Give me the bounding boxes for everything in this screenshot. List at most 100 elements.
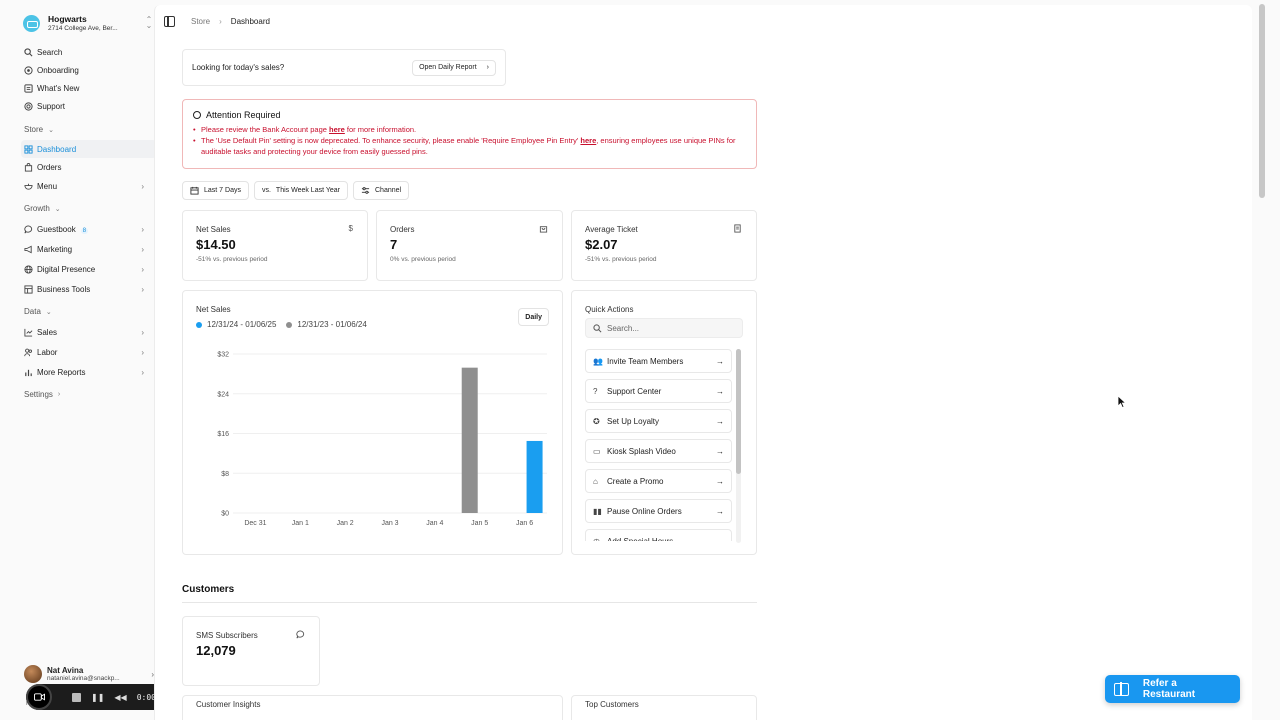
net-sales-chart-card: Net Sales 12/31/24 - 01/06/25 12/31/23 -…: [182, 290, 563, 555]
quick-action-support-center[interactable]: ? Support Center →: [585, 379, 732, 403]
breadcrumb-store[interactable]: Store: [191, 17, 211, 26]
dollar-icon: $: [348, 224, 353, 233]
gift-icon: [1114, 681, 1129, 696]
chevron-right-icon: ›: [141, 244, 144, 254]
quick-action-add-special-hours[interactable]: ◷ Add Special Hours →: [585, 529, 732, 541]
quick-actions-search[interactable]: Search...: [585, 318, 743, 338]
top-customers-title: Top Customers: [585, 700, 639, 709]
reports-icon: [23, 367, 33, 377]
chevron-down-icon: ⌄: [54, 205, 61, 213]
legend-item-previous[interactable]: 12/31/23 - 01/06/24: [286, 320, 367, 329]
y-tick-label: $0: [221, 511, 229, 518]
comparison-filter[interactable]: vs. This Week Last Year: [253, 181, 348, 200]
metric-orders[interactable]: Orders 7 0% vs. previous period: [376, 210, 563, 281]
net-sales-value: $14.50: [196, 237, 236, 252]
legend-item-current[interactable]: 12/31/24 - 01/06/25: [196, 320, 276, 329]
date-range-filter[interactable]: Last 7 Days: [182, 181, 249, 200]
rewind-icon[interactable]: ◀◀: [114, 692, 127, 702]
nav-onboarding[interactable]: Onboarding: [23, 61, 148, 79]
chevron-right-icon: ›: [57, 391, 61, 398]
chart-legend: 12/31/24 - 01/06/25 12/31/23 - 01/06/24: [196, 320, 367, 329]
org-switcher[interactable]: Hogwarts 2714 College Ave, Ber... ⌃ ⌄: [23, 11, 153, 35]
nav-orders[interactable]: Orders: [23, 158, 148, 176]
nav-guestbook[interactable]: Guestbook 8 ›: [23, 220, 148, 238]
orders-value: 7: [390, 237, 398, 252]
menu-icon: [23, 181, 33, 191]
legend-dot: [196, 321, 202, 328]
open-daily-report-button[interactable]: Open Daily Report ›: [412, 59, 496, 76]
arrow-right-icon: →: [716, 476, 724, 486]
user-email: nataniel.avina@snackp...: [47, 675, 120, 682]
clock-icon: ◷: [593, 536, 600, 542]
x-tick-label: Jan 2: [337, 520, 354, 527]
user-menu[interactable]: Nat Avina nataniel.avina@snackp... ›: [24, 663, 154, 685]
chevron-down-icon: ⌄: [45, 308, 52, 316]
clock-icon: [193, 111, 201, 119]
customer-insights-title: Customer Insights: [196, 700, 261, 709]
quick-action-set-up-loyalty[interactable]: ✪ Set Up Loyalty →: [585, 409, 732, 433]
quick-action-invite-team-members[interactable]: 👥 Invite Team Members →: [585, 349, 732, 373]
nav-marketing[interactable]: Marketing ›: [23, 240, 148, 258]
alert-item: Please review the Bank Account page here…: [193, 124, 746, 135]
quick-action-pause-online-orders[interactable]: ▮▮ Pause Online Orders →: [585, 499, 732, 523]
avatar: [24, 665, 42, 683]
chart-bar: [461, 367, 478, 513]
mouse-cursor-icon: [1117, 395, 1127, 409]
x-tick-label: Jan 3: [381, 520, 398, 527]
sidebar-toggle-icon[interactable]: [164, 16, 175, 27]
quick-action-label: Support Center: [607, 386, 662, 396]
nav-business-tools[interactable]: Business Tools ›: [23, 280, 148, 298]
help-icon: ?: [593, 386, 598, 396]
section-growth[interactable]: Growth ⌄: [24, 204, 61, 213]
search-icon: [593, 323, 602, 332]
chat-icon: [296, 630, 305, 641]
employee-pin-link[interactable]: here: [580, 136, 597, 145]
arrow-right-icon: →: [716, 506, 724, 516]
nav-support[interactable]: Support: [23, 97, 148, 115]
nav-search[interactable]: Search: [23, 43, 148, 61]
guestbook-icon: [23, 224, 33, 234]
nav-more-reports[interactable]: More Reports ›: [23, 363, 148, 381]
dashboard-icon: [23, 144, 33, 154]
period-daily-button[interactable]: Daily: [518, 308, 549, 326]
arrow-right-icon: →: [716, 416, 724, 426]
channel-filter[interactable]: Channel: [353, 181, 410, 200]
nav-sales[interactable]: Sales ›: [23, 323, 148, 341]
metric-net-sales[interactable]: Net Sales $14.50 -51% vs. previous perio…: [182, 210, 368, 281]
quick-action-create-a-promo[interactable]: ⌂ Create a Promo →: [585, 469, 732, 493]
bank-account-link[interactable]: here: [329, 125, 345, 134]
alert-item: The 'Use Default Pin' setting is now dep…: [193, 135, 746, 157]
quick-action-kiosk-splash-video[interactable]: ▭ Kiosk Splash Video →: [585, 439, 732, 463]
award-icon: ✪: [593, 416, 600, 426]
top-customers-card: Top Customers: [571, 695, 757, 720]
sms-subscribers-value: 12,079: [196, 643, 236, 658]
metric-average-ticket[interactable]: Average Ticket $2.07 -51% vs. previous p…: [571, 210, 757, 281]
refer-restaurant-button[interactable]: Refer a Restaurant: [1105, 675, 1240, 703]
daily-report-prompt-text: Looking for today's sales?: [192, 63, 285, 72]
search-icon: [23, 47, 33, 57]
arrow-right-icon: →: [716, 446, 724, 456]
section-settings[interactable]: Settings ›: [24, 390, 61, 399]
page-scrollbar[interactable]: [1259, 4, 1265, 198]
nav-labor[interactable]: Labor ›: [23, 343, 148, 361]
quick-actions-title: Quick Actions: [585, 305, 634, 314]
x-tick-label: Jan 1: [292, 520, 309, 527]
y-tick-label: $8: [221, 471, 229, 478]
section-data[interactable]: Data ⌄: [24, 307, 52, 316]
nav-menu[interactable]: Menu ›: [23, 177, 148, 195]
nav-whats-new[interactable]: What's New: [23, 79, 148, 97]
x-tick-label: Dec 31: [244, 520, 266, 527]
pause-icon[interactable]: ❚❚: [91, 692, 105, 702]
quick-actions-scrollbar-thumb[interactable]: [736, 349, 741, 474]
nav-digital-presence[interactable]: Digital Presence ›: [23, 260, 148, 278]
customers-heading: Customers: [182, 584, 235, 595]
x-tick-label: Jan 5: [471, 520, 488, 527]
nav-dashboard[interactable]: Dashboard: [21, 140, 157, 158]
stop-recording-button[interactable]: [72, 692, 81, 702]
quick-action-label: Invite Team Members: [607, 356, 684, 366]
sms-subscribers-card[interactable]: SMS Subscribers 12,079: [182, 616, 320, 686]
section-store[interactable]: Store ⌄: [24, 125, 54, 134]
support-icon: [23, 101, 33, 111]
recording-time: 0:00: [136, 692, 156, 702]
camera-icon[interactable]: [26, 684, 52, 710]
